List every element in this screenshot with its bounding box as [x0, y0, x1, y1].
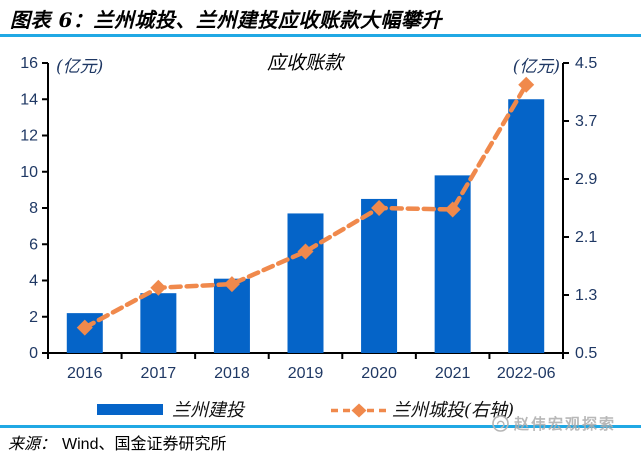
- x-axis-label-2022-06: 2022-06: [497, 365, 556, 382]
- right-axis-label-2.1: 2.1: [575, 229, 597, 246]
- right-axis-label-2.9: 2.9: [575, 171, 597, 188]
- left-axis-label-12: 12: [20, 128, 38, 145]
- line-legend-label: 兰州城投(右轴): [392, 400, 515, 421]
- x-axis-label-2020: 2020: [361, 365, 397, 382]
- marker-2016: [76, 319, 93, 336]
- right-axis-label-3.7: 3.7: [575, 113, 597, 130]
- left-axis-unit: (亿元): [56, 57, 104, 77]
- figure-title: 图表 6：兰州城投、兰州建投应收账款大幅攀升: [10, 8, 442, 32]
- x-axis-label-2019: 2019: [288, 365, 324, 382]
- left-axis-label-6: 6: [29, 236, 38, 253]
- bar-2020: [361, 198, 398, 353]
- right-axis-label-1.3: 1.3: [575, 287, 597, 304]
- bar-legend-label: 兰州建投: [172, 400, 244, 421]
- left-axis-label-8: 8: [29, 200, 38, 217]
- marker-2020: [371, 200, 388, 216]
- bar-legend-swatch: [97, 404, 163, 415]
- bottom-divider: [0, 425, 641, 428]
- top-divider: [0, 34, 641, 37]
- marker-2017: [150, 279, 167, 296]
- left-axis-label-2: 2: [29, 309, 38, 326]
- right-axis-label-4.5: 4.5: [575, 55, 597, 72]
- marker-2022-06: [518, 76, 535, 93]
- bar-2017: [140, 293, 177, 353]
- left-axis-label-10: 10: [20, 164, 38, 181]
- x-axis-label-2017: 2017: [141, 365, 177, 382]
- source-note: 来源： Wind、国金证券研究所: [8, 430, 226, 454]
- left-axis-label-14: 14: [20, 91, 38, 108]
- marker-2018: [223, 276, 240, 293]
- bar-2022-06: [508, 99, 545, 353]
- marker-2021: [444, 201, 461, 218]
- bar-2019: [287, 213, 324, 353]
- left-axis-label-4: 4: [29, 273, 38, 290]
- source-prefix: 来源：: [8, 434, 57, 453]
- right-axis-unit: (亿元): [512, 57, 560, 77]
- x-axis-label-2021: 2021: [435, 365, 471, 382]
- watermark-logo-icon: [492, 415, 509, 432]
- watermark-text: 赵伟宏观探索: [514, 416, 617, 433]
- chart-title: 应收账款: [266, 52, 343, 74]
- legend-diamond-marker: [351, 403, 367, 418]
- source-text: Wind、国金证券研究所: [62, 436, 227, 453]
- left-axis-label-0: 0: [29, 345, 38, 362]
- marker-2019: [297, 243, 314, 260]
- watermark: 赵伟宏观探索: [492, 413, 616, 434]
- x-axis-label-2018: 2018: [214, 365, 250, 382]
- line-legend-swatch: [331, 403, 387, 418]
- left-axis-label-16: 16: [20, 55, 38, 72]
- right-axis-label-0.5: 0.5: [575, 345, 597, 362]
- receivables-combo-chart: 0 2 4 6 8 10 12 14 16 0.5 1.3 2.1 2.9 3.7 4.5 2016 2017 2…: [20, 55, 597, 382]
- x-axis-label-2016: 2016: [67, 365, 103, 382]
